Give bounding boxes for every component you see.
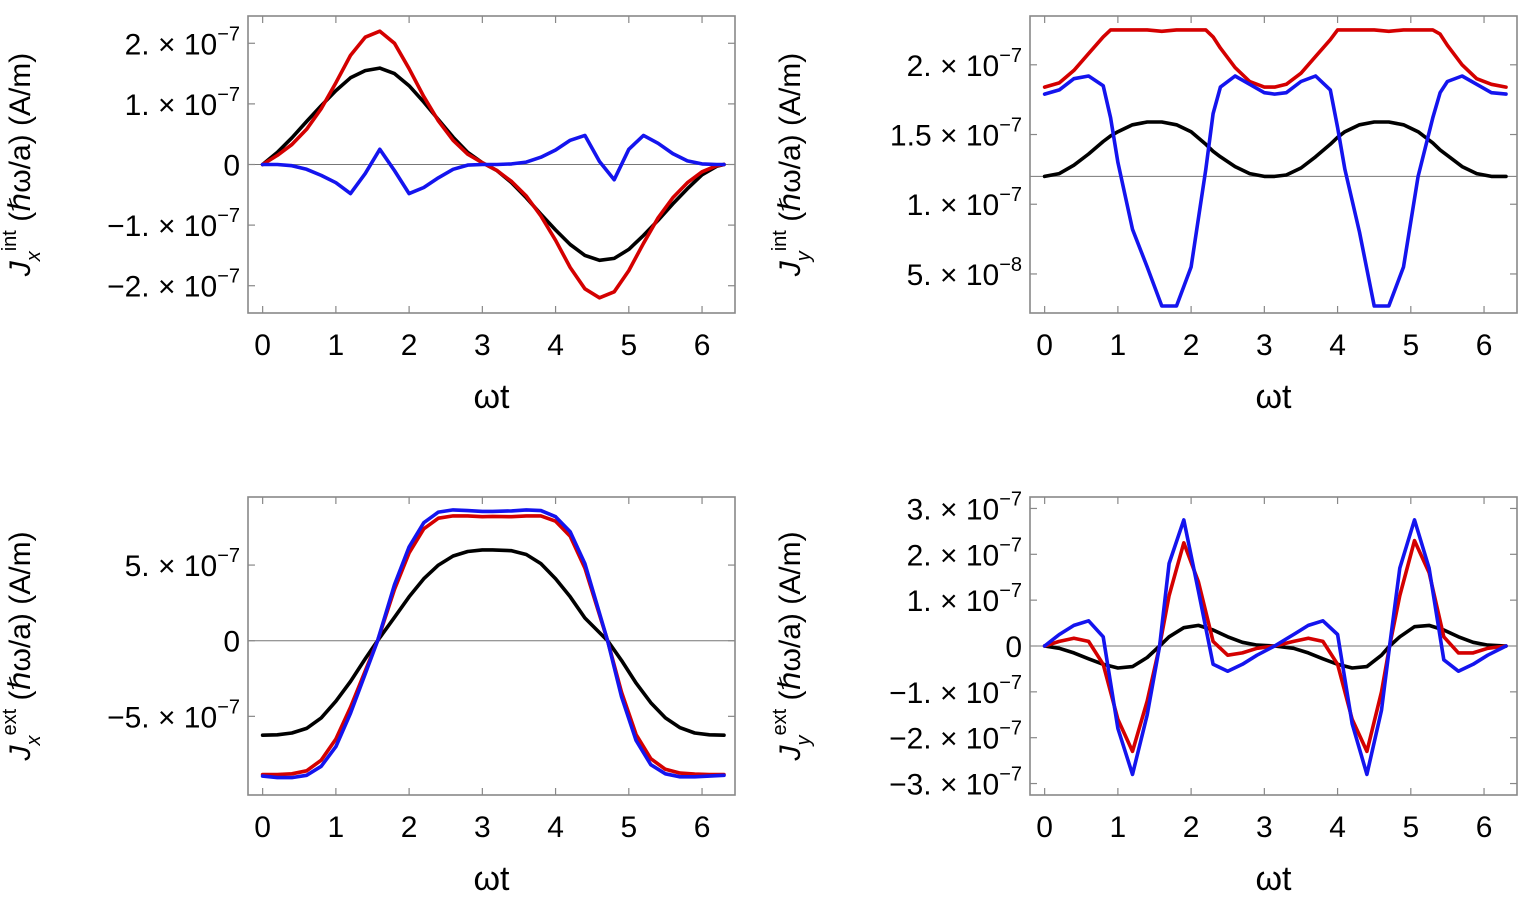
- x-tick-label: 2: [401, 329, 418, 362]
- x-tick-label: 6: [1476, 811, 1493, 844]
- plot-frame: [1029, 15, 1518, 314]
- x-axis-label: ωt: [474, 378, 511, 416]
- y-tick-label: 1. × 10−7: [907, 580, 1022, 618]
- y-axis-label: Jyint (ℏω/a) (A/m): [769, 53, 815, 278]
- x-tick-label: 6: [694, 811, 711, 844]
- series-red: [1042, 28, 1508, 89]
- panel-jy-ext: 0 1 2 3 4 5 6 3. × 10−7 2. × 10−7 1. × 10−7 0 −1. ×…: [769, 488, 1518, 898]
- y-tick-label: 0: [1005, 631, 1022, 664]
- y-axis-label: Jyext (ℏω/a) (A/m): [769, 531, 815, 761]
- x-tick-label: 4: [1329, 329, 1346, 362]
- x-axis-label: ωt: [1256, 860, 1293, 898]
- x-tick-label: 1: [1110, 329, 1127, 362]
- series-black: [1042, 120, 1508, 179]
- series-red: [260, 514, 726, 777]
- x-tick-label: 5: [620, 329, 637, 362]
- x-tick-label: 0: [1036, 329, 1053, 362]
- x-tick-label: 3: [1256, 811, 1273, 844]
- y-tick-label: 2. × 10−7: [125, 23, 240, 61]
- x-tick-label: 3: [1256, 329, 1273, 362]
- y-tick-label: 0: [223, 150, 240, 183]
- x-tick-label: 2: [1183, 329, 1200, 362]
- series-blue: [1042, 74, 1508, 308]
- x-axis-label: ωt: [1256, 378, 1293, 416]
- y-tick-label: 1. × 10−7: [125, 84, 240, 122]
- y-tick-label: 0: [223, 626, 240, 659]
- y-tick-label: 5. × 10−7: [125, 545, 240, 583]
- x-tick-label: 4: [1329, 811, 1346, 844]
- series-blue: [1042, 518, 1508, 777]
- y-tick-label: −2. × 10−7: [107, 266, 240, 304]
- x-tick-label: 2: [401, 811, 418, 844]
- series-black: [260, 548, 726, 738]
- x-tick-label: 4: [547, 329, 564, 362]
- x-tick-label: 0: [1036, 811, 1053, 844]
- x-tick-label: 4: [547, 811, 564, 844]
- y-tick-label: 5. × 10−8: [907, 254, 1022, 292]
- y-tick-label: 2. × 10−7: [907, 45, 1022, 83]
- panel-jy-int: 0 1 2 3 4 5 6 2. × 10−7 1.5 × 10−7 1. × 10−7 5. × …: [769, 15, 1518, 416]
- y-tick-label: 1. × 10−7: [907, 184, 1022, 222]
- x-tick-label: 1: [1110, 811, 1127, 844]
- y-axis-label: Jxext (ℏω/a) (A/m): [0, 531, 45, 761]
- x-tick-label: 0: [254, 811, 271, 844]
- y-tick-label: −2. × 10−7: [889, 718, 1022, 756]
- x-tick-label: 6: [1476, 329, 1493, 362]
- series-blue: [260, 133, 726, 196]
- plot-frame: [247, 496, 736, 796]
- series-blue: [260, 508, 726, 780]
- x-tick-label: 3: [474, 811, 491, 844]
- x-tick-label: 5: [620, 811, 637, 844]
- y-axis-label: Jxint (ℏω/a) (A/m): [0, 53, 45, 278]
- x-tick-label: 3: [474, 329, 491, 362]
- y-tick-label: 1.5 × 10−7: [890, 115, 1022, 153]
- x-tick-label: 5: [1402, 811, 1419, 844]
- panel-jx-int: 0 1 2 3 4 5 6 2. × 10−7 1. × 10−7 0 −1. × 10−7 −2. …: [0, 15, 736, 416]
- y-tick-label: −3. × 10−7: [889, 764, 1022, 802]
- x-axis-label: ωt: [474, 860, 511, 898]
- x-tick-label: 5: [1402, 329, 1419, 362]
- y-tick-label: 2. × 10−7: [907, 534, 1022, 572]
- y-tick-label: −1. × 10−7: [889, 672, 1022, 710]
- x-tick-label: 2: [1183, 811, 1200, 844]
- y-tick-label: 3. × 10−7: [907, 488, 1022, 526]
- x-tick-label: 6: [694, 329, 711, 362]
- y-tick-label: −5. × 10−7: [107, 696, 240, 734]
- panel-jx-ext: 0 1 2 3 4 5 6 5. × 10−7 0 −5. × 10−7 ωt Jxext (ℏω/a…: [0, 496, 736, 898]
- x-tick-label: 1: [328, 329, 345, 362]
- series-red: [260, 29, 726, 300]
- x-tick-label: 0: [254, 329, 271, 362]
- y-tick-label: −1. × 10−7: [107, 205, 240, 243]
- x-tick-label: 1: [328, 811, 345, 844]
